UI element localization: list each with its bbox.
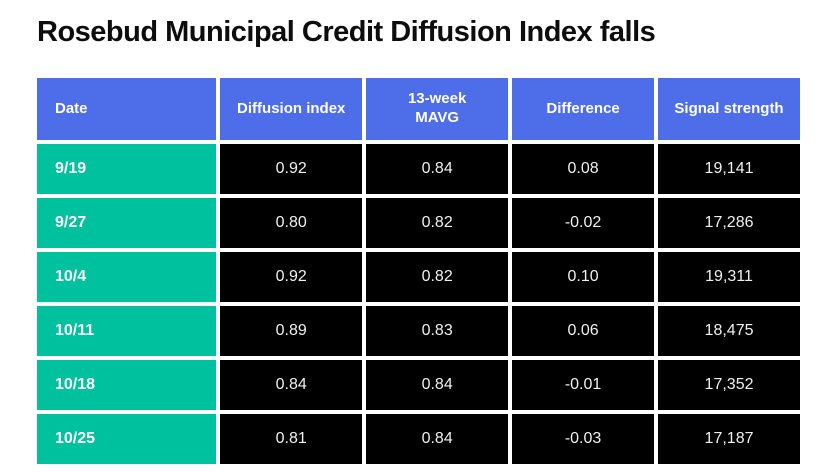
table-row: 9/27 0.80 0.82 -0.02 17,286 <box>37 198 800 248</box>
mavg-cell: 0.82 <box>366 198 509 248</box>
mavg-cell: 0.82 <box>366 252 509 302</box>
mavg-cell: 0.83 <box>366 306 509 356</box>
data-table: Date Diffusion index 13-week MAVG Differ… <box>33 74 804 468</box>
date-cell: 9/27 <box>37 198 217 248</box>
column-header-difference: Difference <box>512 78 655 140</box>
table-row: 9/19 0.92 0.84 0.08 19,141 <box>37 144 800 194</box>
diffusion-index-cell: 0.92 <box>220 252 363 302</box>
signal-strength-cell: 19,311 <box>658 252 800 302</box>
column-header-diffusion-index: Diffusion index <box>220 78 363 140</box>
page-title: Rosebud Municipal Credit Diffusion Index… <box>37 16 656 48</box>
mavg-cell: 0.84 <box>366 414 509 464</box>
date-cell: 10/11 <box>37 306 217 356</box>
difference-cell: -0.03 <box>512 414 655 464</box>
column-header-13-week-mavg: 13-week MAVG <box>366 78 509 140</box>
date-cell: 10/25 <box>37 414 217 464</box>
diffusion-index-cell: 0.81 <box>220 414 363 464</box>
table-row: 10/25 0.81 0.84 -0.03 17,187 <box>37 414 800 464</box>
column-header-signal-strength: Signal strength <box>658 78 800 140</box>
date-cell: 9/19 <box>37 144 217 194</box>
signal-strength-cell: 18,475 <box>658 306 800 356</box>
mavg-cell: 0.84 <box>366 144 509 194</box>
table-row: 10/18 0.84 0.84 -0.01 17,352 <box>37 360 800 410</box>
diffusion-index-cell: 0.80 <box>220 198 363 248</box>
signal-strength-cell: 17,187 <box>658 414 800 464</box>
difference-cell: 0.08 <box>512 144 655 194</box>
signal-strength-cell: 17,286 <box>658 198 800 248</box>
column-header-date: Date <box>37 78 217 140</box>
difference-cell: 0.10 <box>512 252 655 302</box>
diffusion-index-cell: 0.92 <box>220 144 363 194</box>
diffusion-index-cell: 0.84 <box>220 360 363 410</box>
date-cell: 10/4 <box>37 252 217 302</box>
signal-strength-cell: 19,141 <box>658 144 800 194</box>
header-row: Date Diffusion index 13-week MAVG Differ… <box>37 78 800 140</box>
difference-cell: -0.02 <box>512 198 655 248</box>
mavg-cell: 0.84 <box>366 360 509 410</box>
table-row: 10/11 0.89 0.83 0.06 18,475 <box>37 306 800 356</box>
table-row: 10/4 0.92 0.82 0.10 19,311 <box>37 252 800 302</box>
diffusion-index-cell: 0.89 <box>220 306 363 356</box>
signal-strength-cell: 17,352 <box>658 360 800 410</box>
difference-cell: -0.01 <box>512 360 655 410</box>
difference-cell: 0.06 <box>512 306 655 356</box>
date-cell: 10/18 <box>37 360 217 410</box>
